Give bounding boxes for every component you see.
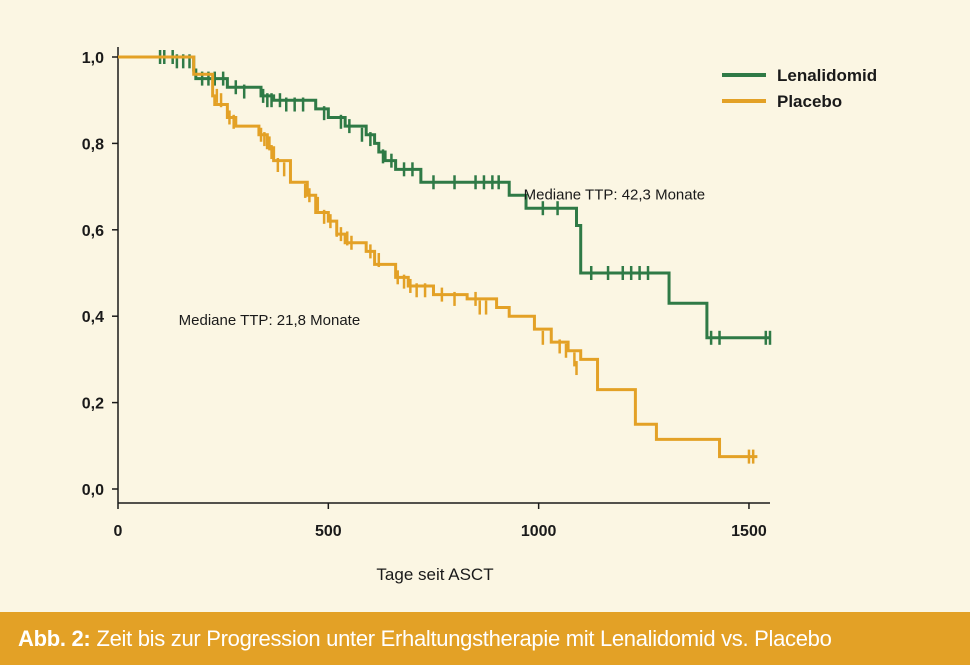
series-line-lenalidomid [118,55,770,340]
x-tick-label: 500 [315,523,342,540]
y-tick-label: 0,4 [82,309,104,326]
median-annotation: Mediane TTP: 21,8 Monate [179,312,361,329]
y-tick-label: 0,2 [82,396,104,413]
y-tick-label: 0,0 [82,482,104,499]
annotation-layer: Mediane TTP: 42,3 Monate Mediane TTP: 21,… [179,187,705,329]
y-tick-label: 0,6 [82,223,104,240]
legend-label: Lenalidomid [777,66,877,85]
x-tick-label: 1500 [731,523,767,540]
x-tick-label: 0 [114,523,123,540]
legend: Lenalidomid Placebo [722,66,877,111]
y-tick-label: 0,8 [82,136,104,153]
caption-label: Abb. 2: [18,625,91,651]
figure-caption: Abb. 2: Zeit bis zur Progression unter E… [0,612,970,665]
legend-label: Placebo [777,92,842,111]
caption-text: Zeit bis zur Progression unter Erhaltung… [96,625,832,651]
median-annotation: Mediane TTP: 42,3 Monate [524,187,706,204]
series-line-placebo [118,55,758,459]
x-axis-label: Tage seit ASCT [376,565,493,584]
y-tick-label: 1,0 [82,50,104,67]
axes: 0,0 0,2 0,4 0,6 0,8 1,0 0 500 1000 1500 [82,47,770,540]
x-tick-label: 1000 [521,523,557,540]
series-layer [118,50,772,464]
kaplan-meier-chart: 0,0 0,2 0,4 0,6 0,8 1,0 0 500 1000 1500 Mediane T… [82,47,877,584]
